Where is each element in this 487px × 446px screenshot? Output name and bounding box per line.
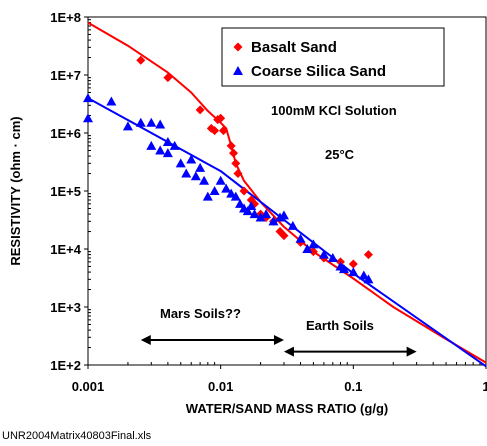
data-point-basalt-sand [279, 231, 289, 241]
data-point-coarse-silica-sand [235, 198, 246, 208]
y-tick-label: 1E+7 [50, 68, 81, 83]
mars-soils-arrow-right-head [273, 334, 284, 345]
data-point-coarse-silica-sand [146, 140, 157, 150]
data-point-coarse-silica-sand [302, 244, 313, 253]
data-point-basalt-sand [239, 186, 249, 196]
data-point-coarse-silica-sand [155, 119, 166, 129]
data-point-coarse-silica-sand [278, 210, 289, 220]
data-point-basalt-sand [226, 141, 236, 151]
footer-filename: UNR2004Matrix40803Final.xls [2, 430, 152, 442]
legend-label-basalt-sand: Basalt Sand [251, 39, 337, 56]
data-point-coarse-silica-sand [249, 209, 260, 219]
data-point-coarse-silica-sand [122, 121, 133, 131]
data-point-basalt-sand [363, 250, 373, 260]
data-point-coarse-silica-sand [186, 154, 197, 164]
data-point-coarse-silica-sand [230, 191, 241, 201]
annotations [140, 334, 417, 357]
y-tick-label: 1E+4 [50, 242, 81, 257]
data-point-coarse-silica-sand [261, 209, 272, 219]
data-point-coarse-silica-sand [175, 158, 186, 168]
data-point-coarse-silica-sand [162, 148, 173, 158]
x-tick-label: 0.1 [344, 379, 362, 394]
legend-label-coarse-silica-sand: Coarse Silica Sand [251, 63, 386, 80]
y-tick-label: 1E+2 [50, 358, 81, 373]
x-tick-label: 0.001 [72, 379, 105, 394]
data-point-coarse-silica-sand [83, 93, 93, 103]
data-point-coarse-silica-sand [327, 252, 338, 262]
data-point-coarse-silica-sand [287, 220, 298, 230]
x-tick-label: 1 [482, 379, 487, 394]
data-point-coarse-silica-sand [242, 206, 253, 216]
earth-soils-arrow-right-head [406, 346, 417, 357]
data-point-coarse-silica-sand [215, 175, 226, 185]
annotation-earth-soils: Earth Soils [306, 318, 374, 333]
annotation-mars-soils: Mars Soils?? [160, 306, 241, 321]
data-point-basalt-sand [218, 126, 228, 136]
data-point-coarse-silica-sand [226, 188, 237, 198]
earth-soils-arrow-left-head [283, 346, 294, 357]
data-point-coarse-silica-sand [358, 270, 369, 280]
data-point-basalt-sand [216, 113, 226, 123]
data-point-coarse-silica-sand [209, 186, 220, 195]
data-point-coarse-silica-sand [318, 249, 329, 259]
legend-diamond-marker [233, 42, 243, 52]
data-point-coarse-silica-sand [338, 264, 349, 274]
data-point-coarse-silica-sand [202, 191, 213, 201]
y-tick-label: 1E+8 [50, 10, 81, 25]
data-point-coarse-silica-sand [155, 145, 166, 155]
data-point-coarse-silica-sand [195, 162, 206, 172]
data-point-basalt-sand [163, 73, 173, 83]
y-tick-label: 1E+5 [50, 184, 81, 199]
data-point-basalt-sand [233, 169, 243, 179]
data-point-coarse-silica-sand [162, 136, 173, 146]
data-point-coarse-silica-sand [181, 168, 192, 178]
legend: Basalt Sand Coarse Silica Sand [221, 27, 445, 87]
data-point-coarse-silica-sand [246, 201, 257, 211]
data-point-coarse-silica-sand [308, 239, 319, 249]
mars-soils-arrow-left-head [140, 334, 151, 345]
data-point-basalt-sand [229, 148, 239, 158]
data-point-coarse-silica-sand [83, 113, 93, 123]
data-point-coarse-silica-sand [348, 267, 359, 277]
data-point-basalt-sand [195, 105, 205, 115]
data-point-coarse-silica-sand [255, 212, 266, 222]
annotation-temperature: 25°C [325, 147, 355, 162]
legend-marker-basalt-sand [233, 42, 243, 52]
data-markers [83, 55, 374, 284]
data-point-coarse-silica-sand [199, 175, 210, 185]
y-tick-label: 1E+3 [50, 300, 81, 315]
data-point-coarse-silica-sand [295, 233, 306, 243]
data-point-coarse-silica-sand [221, 183, 232, 193]
data-point-basalt-sand [348, 259, 358, 269]
annotation-solution: 100mM KCl Solution [271, 103, 397, 118]
y-tick-label: 1E+6 [50, 126, 81, 141]
legend-box [221, 27, 445, 87]
axes-layer: 1E+2 1E+3 1E+4 1E+5 1E+6 1E+7 1E+8 0.001 0.01 0.1… [50, 10, 487, 394]
legend-marker-coarse-silica-sand [233, 66, 243, 75]
data-point-coarse-silica-sand [363, 274, 374, 284]
x-tick-label: 0.01 [208, 379, 233, 394]
data-point-coarse-silica-sand [268, 216, 279, 226]
y-axis-title: RESISTIVITY (ohm · cm) [8, 116, 23, 265]
data-point-basalt-sand [308, 247, 318, 257]
data-point-basalt-sand [231, 158, 241, 168]
data-point-coarse-silica-sand [190, 171, 201, 181]
fit-line-coarse-silica-sand [87, 97, 487, 368]
data-point-coarse-silica-sand [169, 140, 180, 150]
data-point-basalt-sand [210, 126, 220, 136]
data-point-coarse-silica-sand [106, 96, 117, 106]
data-point-basalt-sand [136, 55, 146, 65]
data-point-coarse-silica-sand [146, 117, 157, 127]
x-axis-title: WATER/SAND MASS RATIO (g/g) [186, 401, 388, 416]
data-point-coarse-silica-sand [135, 117, 146, 127]
legend-triangle-marker [233, 66, 243, 75]
